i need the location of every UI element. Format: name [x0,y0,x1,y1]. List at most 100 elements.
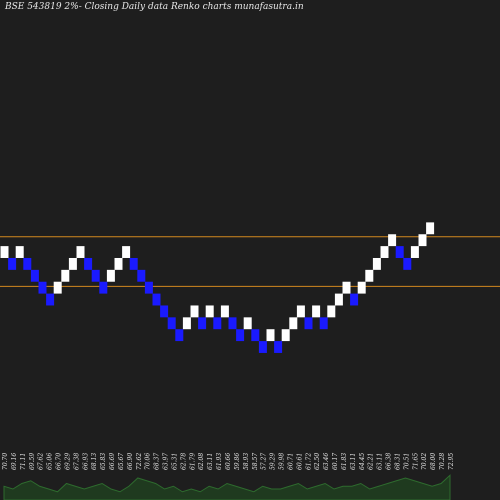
renko-brick-2 [8,257,17,270]
renko-brick-11 [76,246,85,258]
x-tick-label-51: 72.95 [448,453,455,470]
x-tick-label-48: 70.02 [421,453,428,470]
renko-brick-19 [137,269,146,282]
renko-brick-50 [372,257,381,270]
renko-brick-24 [175,329,184,342]
x-tick-label-23: 62.08 [198,453,205,470]
x-tick-label-21: 62.78 [180,453,187,470]
x-tick-label-45: 68.31 [394,453,401,470]
renko-brick-1 [0,246,9,258]
renko-brick-8 [53,281,62,294]
renko-brick-13 [91,269,100,282]
x-tick-label-30: 57.27 [261,453,268,470]
x-tick-label-9: 67.38 [73,453,80,470]
x-tick-label-19: 63.97 [163,453,170,470]
x-tick-label-8: 69.29 [64,453,71,470]
renko-brick-34 [251,329,260,342]
renko-brick-53 [395,246,404,258]
renko-brick-39 [289,317,298,330]
x-tick-label-18: 68.37 [154,453,161,470]
renko-brick-29 [213,317,222,330]
renko-brick-46 [342,281,351,294]
renko-brick-3 [15,246,24,258]
volume-area [3,474,451,500]
x-tick-label-10: 66.93 [82,453,89,470]
renko-brick-27 [198,317,207,330]
x-tick-label-2: 69.16 [11,453,18,470]
x-tick-label-14: 65.67 [118,453,125,470]
x-tick-label-49: 68.00 [430,453,437,470]
renko-brick-26 [190,305,199,318]
renko-brick-16 [114,257,123,270]
renko-brick-7 [46,293,55,306]
x-tick-label-26: 60.66 [225,453,232,470]
renko-brick-4 [23,257,32,270]
renko-brick-10 [68,257,77,270]
x-tick-label-7: 66.70 [56,453,63,470]
x-tick-label-24: 63.11 [207,453,214,470]
x-tick-label-27: 59.86 [234,453,241,470]
renko-brick-20 [144,281,153,294]
renko-brick-45 [334,293,343,306]
renko-brick-36 [266,329,275,342]
x-tick-label-1: 70.70 [2,453,9,470]
chart-title: BSE 543819 2%- Closing Daily data Renko … [5,2,304,12]
renko-brick-17 [122,246,131,258]
renko-brick-43 [319,317,328,330]
x-tick-label-38: 60.17 [332,453,339,470]
x-tick-label-33: 60.71 [287,453,294,470]
renko-brick-22 [160,305,169,318]
renko-brick-37 [274,341,283,353]
x-tick-label-29: 58.57 [252,453,259,470]
x-tick-label-12: 65.83 [100,453,107,470]
renko-brick-5 [30,269,39,282]
renko-brick-9 [61,269,70,282]
x-tick-label-13: 66.69 [109,453,116,470]
x-tick-label-41: 64.45 [359,453,366,470]
x-tick-label-20: 65.31 [171,453,178,470]
x-tick-label-17: 70.06 [145,453,152,470]
renko-brick-6 [38,281,47,294]
x-tick-label-46: 70.51 [403,453,410,470]
renko-brick-40 [296,305,305,318]
x-tick-label-37: 63.46 [323,453,330,470]
renko-brick-25 [182,317,191,330]
renko-brick-12 [84,257,93,270]
x-tick-label-43: 63.11 [377,453,384,470]
renko-brick-32 [236,329,245,342]
renko-brick-21 [152,293,161,306]
renko-brick-48 [357,281,366,294]
renko-brick-23 [167,317,176,330]
renko-brick-15 [106,269,115,282]
renko-brick-55 [410,246,419,258]
x-tick-label-44: 66.38 [386,453,393,470]
renko-brick-28 [205,305,214,318]
x-tick-label-25: 61.93 [216,453,223,470]
x-tick-label-34: 60.61 [296,453,303,470]
renko-brick-51 [380,246,389,258]
x-tick-label-39: 61.83 [341,453,348,470]
renko-brick-18 [129,257,138,270]
renko-brick-31 [228,317,237,330]
x-tick-label-16: 72.62 [136,453,143,470]
renko-brick-49 [365,269,374,282]
x-tick-label-40: 63.11 [350,453,357,470]
x-tick-label-50: 70.28 [439,453,446,470]
x-tick-label-32: 59.98 [279,453,286,470]
x-tick-label-36: 62.50 [314,453,321,470]
renko-brick-54 [403,257,412,270]
x-tick-label-3: 71.11 [20,453,27,470]
renko-brick-57 [426,222,435,235]
renko-brick-52 [388,234,397,247]
x-tick-label-22: 61.79 [189,453,196,470]
x-tick-label-11: 68.13 [91,453,98,470]
renko-brick-42 [312,305,321,318]
renko-brick-41 [304,317,313,330]
x-tick-label-15: 66.90 [127,453,134,470]
renko-brick-38 [281,329,290,342]
x-tick-label-47: 71.65 [412,453,419,470]
renko-brick-14 [99,281,108,294]
x-tick-label-28: 58.93 [243,453,250,470]
